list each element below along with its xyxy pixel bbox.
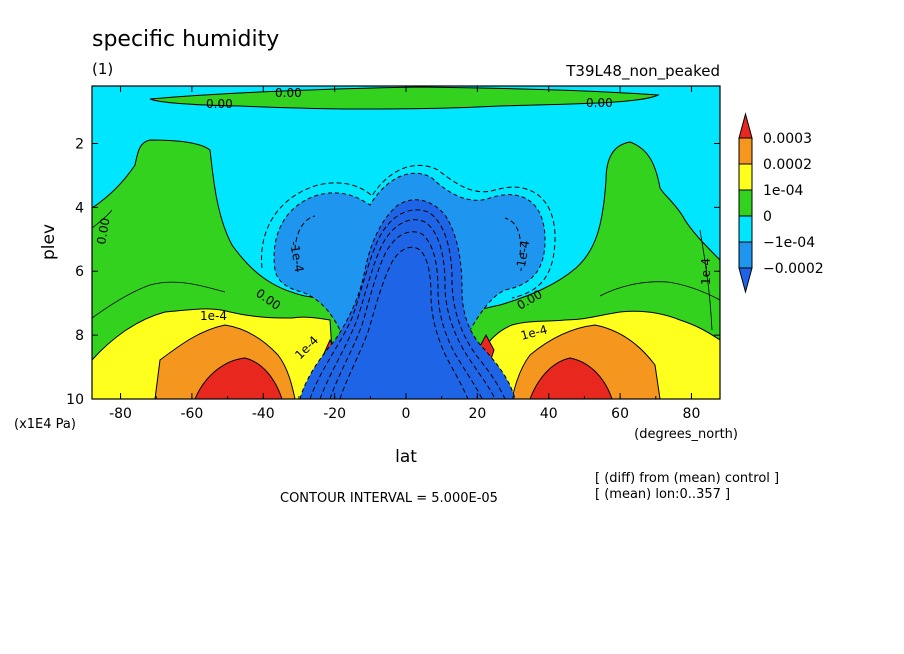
contour-interval: CONTOUR INTERVAL = 5.000E-05 xyxy=(280,491,498,506)
x-axis-units: (degrees_north) xyxy=(634,427,738,442)
colorbar-bin xyxy=(738,189,753,217)
x-axis-title: lat xyxy=(395,447,417,467)
contour-label: 1e-4 xyxy=(200,309,227,323)
y-axis-title: plev xyxy=(39,224,59,260)
x-tick-label: 60 xyxy=(611,406,629,422)
region-red-left xyxy=(194,357,283,399)
x-tick-label: 40 xyxy=(540,406,558,422)
y-tick-label: 4 xyxy=(75,200,84,216)
contour-label: 0.00 xyxy=(94,217,112,246)
plot-area: 0.00 0.00 0.00 0.00 0.00 0.00 1e-4 1e-4 … xyxy=(92,86,720,399)
y-tick-label: 6 xyxy=(75,264,84,280)
region-red-right xyxy=(529,357,613,399)
note-line-1: [ (diff) from (mean) control ] xyxy=(595,471,779,486)
colorbar: 0.0003 0.0002 1e-04 0 −1e-04 −0.0002 xyxy=(738,112,824,294)
contour-label: 0.00 xyxy=(586,96,613,110)
x-tick-label: -40 xyxy=(252,406,275,422)
contour-label: 0.00 xyxy=(206,97,233,111)
colorbar-bin xyxy=(738,137,753,165)
colorbar-label: −0.0002 xyxy=(763,261,824,277)
contour-label: 1e-4 xyxy=(699,258,713,285)
y-axis: 2 4 6 8 10 xyxy=(66,136,720,408)
note-line-2: [ (mean) lon:0..357 ] xyxy=(595,487,730,502)
region-darkblue xyxy=(299,199,516,399)
x-axis: -80 -60 -40 -20 0 20 40 60 80 xyxy=(109,86,700,422)
colorbar-bin xyxy=(738,241,753,269)
colorbar-triangle-top xyxy=(738,112,753,139)
dashed-contours xyxy=(261,164,556,399)
colorbar-label: 1e-04 xyxy=(763,183,803,199)
colorbar-label: −1e-04 xyxy=(763,235,815,251)
region-top-green-band xyxy=(149,86,660,110)
experiment-label: T39L48_non_peaked xyxy=(565,62,720,81)
chart-subtitle: (1) xyxy=(92,60,113,78)
colorbar-bin xyxy=(738,215,753,243)
colorbar-label: 0.0003 xyxy=(763,131,812,147)
colorbar-bin xyxy=(738,163,753,191)
contour-label: -1e-4 xyxy=(513,239,532,272)
x-tick-label: -60 xyxy=(180,406,203,422)
y-tick-label: 2 xyxy=(75,136,84,152)
solid-contours xyxy=(92,209,720,331)
x-tick-label: 80 xyxy=(683,406,701,422)
y-axis-units: (x1E4 Pa) xyxy=(14,417,76,432)
colorbar-triangle-bottom xyxy=(738,267,753,294)
x-tick-label: 20 xyxy=(468,406,486,422)
contour-label: 1e-4 xyxy=(519,322,549,343)
colorbar-label: 0.0002 xyxy=(763,157,812,173)
y-tick-label: 10 xyxy=(66,392,84,408)
y-tick-label: 8 xyxy=(75,328,84,344)
contour-label: 0.00 xyxy=(275,86,302,100)
colorbar-label: 0 xyxy=(763,209,772,225)
x-tick-label: -80 xyxy=(109,406,132,422)
contour-label: -1e-4 xyxy=(287,240,306,273)
chart-title: specific humidity xyxy=(92,27,279,52)
x-tick-label: -20 xyxy=(323,406,346,422)
x-tick-label: 0 xyxy=(402,406,411,422)
